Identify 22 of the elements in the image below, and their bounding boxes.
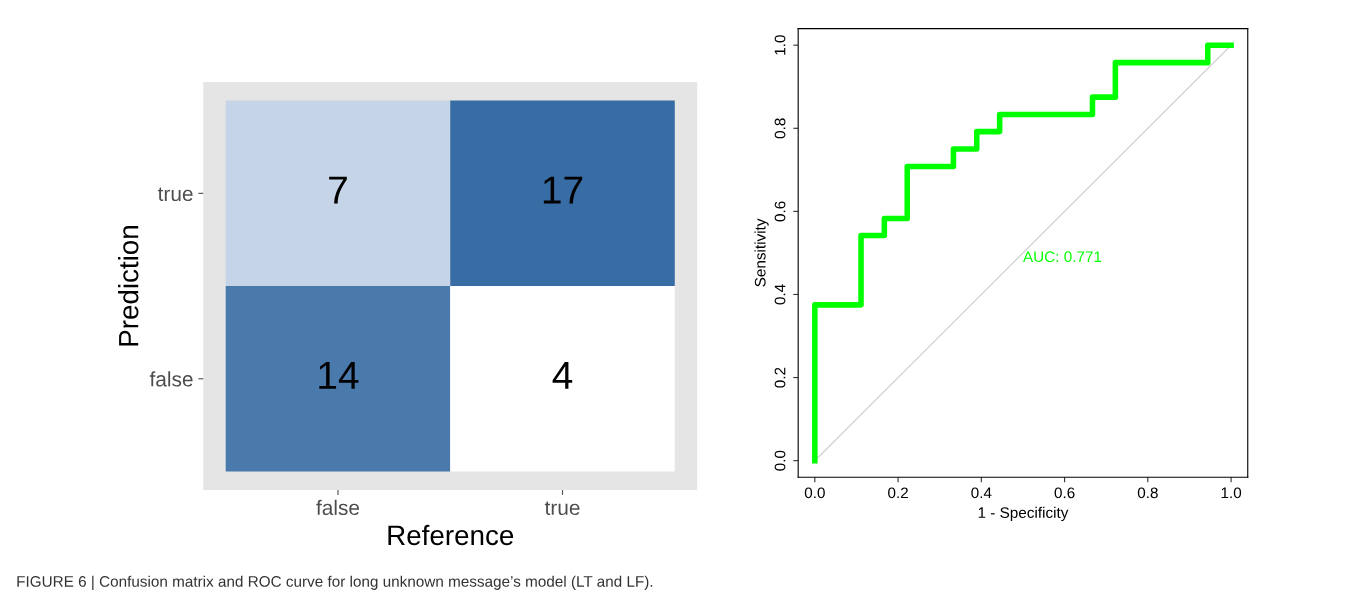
y-tick-label: 0.8 [774,118,786,139]
x-tick-label: 0.8 [1137,487,1158,499]
y-tick-label: 1.0 [774,35,786,55]
x-axis-title: 1 - Specificity [978,506,1069,522]
data-label: 17 [543,176,583,204]
data-label: 7 [329,176,347,204]
caption: FIGURE 6 | Confusion matrix and ROC curve for long unknown message’s model (LT and LF). [17,575,653,590]
y-axis-title: Prediction [118,226,139,346]
x-tick-label: 0.6 [1054,487,1075,499]
data-label: 14 [319,362,359,389]
annotation: AUC: 0.771 [1022,251,1102,263]
y-tick-label: 0.6 [774,201,786,222]
y-tick-label: 0.0 [774,450,786,471]
x-tick-label: 0.2 [888,487,908,499]
y-tick-label: 0.2 [774,367,786,388]
x-tick-label: 0.4 [971,487,992,499]
y-tick-label: 0.4 [774,284,786,305]
x-axis-title: Reference [388,524,514,546]
x-tick-label: 0.0 [804,487,825,499]
y-axis-title: Sensitivity [754,218,769,287]
x-tick-label: 1.0 [1221,487,1242,499]
data-label: 4 [552,362,573,389]
